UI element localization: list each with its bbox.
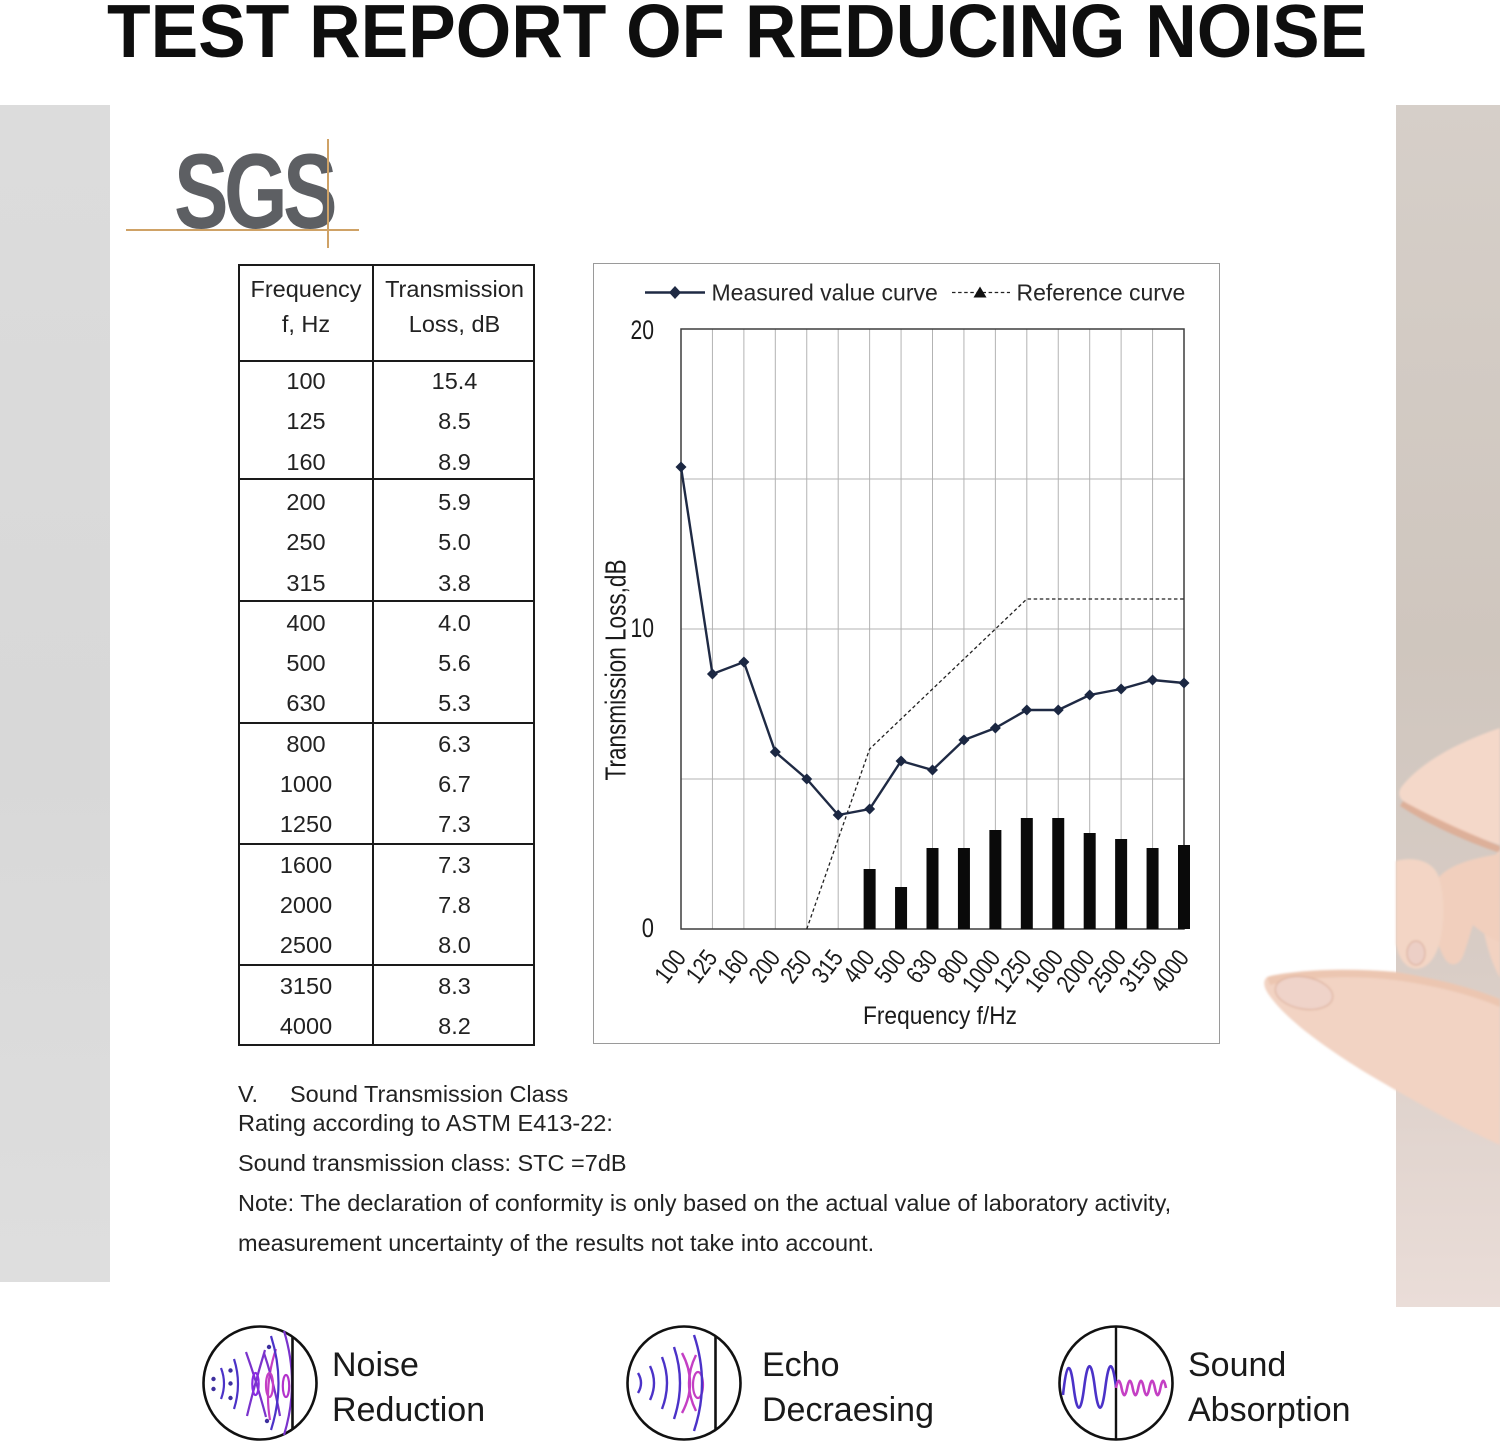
svg-text:20: 20	[631, 315, 655, 345]
svg-text:Reference curve: Reference curve	[1017, 280, 1186, 306]
svg-text:Transmission Loss,dB: Transmission Loss,dB	[601, 560, 633, 781]
svg-text:10: 10	[631, 613, 655, 643]
svg-text:0: 0	[642, 913, 654, 943]
svg-text:Measured value curve: Measured value curve	[712, 280, 938, 306]
svg-text:Frequency f/Hz: Frequency f/Hz	[863, 1002, 1017, 1030]
